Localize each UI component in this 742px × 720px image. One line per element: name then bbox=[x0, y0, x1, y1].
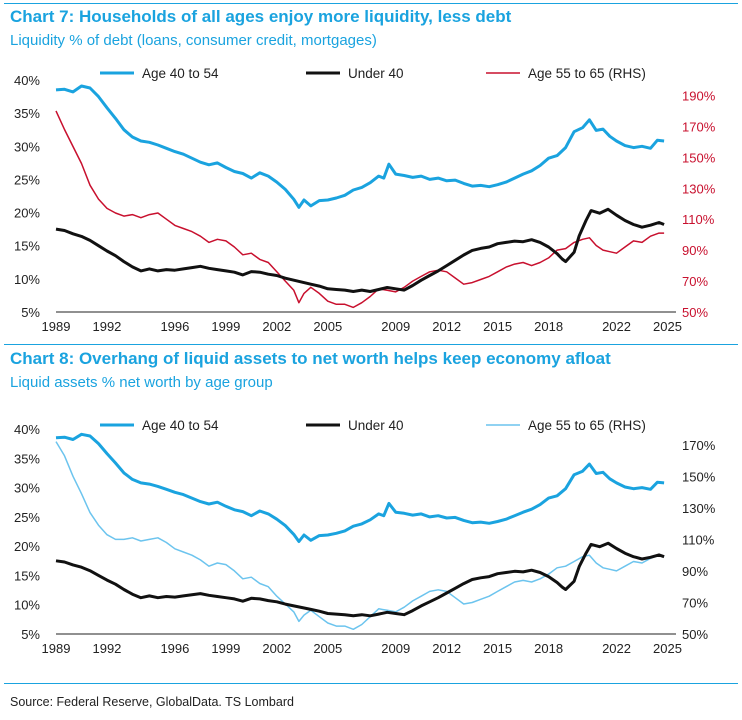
y-left-tick-label: 10% bbox=[14, 272, 40, 287]
y-right-tick-label: 90% bbox=[682, 564, 708, 579]
y-left-tick-label: 10% bbox=[14, 598, 40, 613]
y-right-tick-label: 170% bbox=[682, 119, 716, 134]
legend-label: Age 55 to 65 (RHS) bbox=[528, 66, 646, 81]
x-tick-label: 1999 bbox=[211, 319, 240, 334]
middle-rule bbox=[4, 344, 738, 345]
x-tick-label: 1992 bbox=[92, 641, 121, 656]
y-left-tick-label: 20% bbox=[14, 206, 40, 221]
top-rule bbox=[4, 3, 738, 4]
x-tick-label: 2009 bbox=[381, 641, 410, 656]
x-tick-label: 2015 bbox=[483, 641, 512, 656]
series-line-under-40 bbox=[55, 207, 665, 293]
y-left-tick-label: 5% bbox=[21, 305, 40, 320]
y-left-tick-label: 40% bbox=[14, 73, 40, 88]
x-tick-label: 2025 bbox=[653, 641, 682, 656]
y-right-tick-label: 70% bbox=[682, 595, 708, 610]
x-tick-label: 2002 bbox=[262, 319, 291, 334]
x-tick-label: 1996 bbox=[160, 319, 189, 334]
x-tick-label: 2015 bbox=[483, 319, 512, 334]
chart-8-plot: 40% 35% 30% 25% 20% 15% 10% 5% 170% 150% 130% 110% 9… bbox=[14, 418, 716, 656]
y-right-tick-label: 150% bbox=[682, 150, 716, 165]
y-left-tick-label: 30% bbox=[14, 139, 40, 154]
series-line-under-40 bbox=[55, 541, 665, 618]
x-tick-label: 2012 bbox=[432, 319, 461, 334]
chart-8-title: Chart 8: Overhang of liquid assets to ne… bbox=[10, 349, 611, 368]
legend-label: Under 40 bbox=[348, 66, 404, 81]
y-right-tick-label: 50% bbox=[682, 627, 708, 642]
y-right-tick-label: 50% bbox=[682, 305, 708, 320]
y-left-tick-label: 25% bbox=[14, 510, 40, 525]
chart-8-subtitle: Liquid assets % net worth by age group bbox=[10, 374, 273, 391]
y-right-tick-label: 150% bbox=[682, 469, 716, 484]
y-right-tick-label: 110% bbox=[682, 532, 715, 547]
x-tick-label: 2005 bbox=[313, 319, 342, 334]
y-right-tick-label: 130% bbox=[682, 181, 716, 196]
y-left-tick-label: 35% bbox=[14, 106, 40, 121]
y-right-tick-label: 170% bbox=[682, 438, 716, 453]
y-left-tick-label: 15% bbox=[14, 239, 40, 254]
source-note: Source: Federal Reserve, GlobalData. TS … bbox=[10, 695, 294, 709]
x-tick-label: 2022 bbox=[602, 319, 631, 334]
y-right-tick-label: 90% bbox=[682, 243, 708, 258]
x-tick-label: 1999 bbox=[211, 641, 240, 656]
y-right-tick-label: 110% bbox=[682, 212, 715, 227]
legend-label: Under 40 bbox=[348, 418, 404, 433]
legend-label: Age 40 to 54 bbox=[142, 66, 219, 81]
x-tick-label: 2012 bbox=[432, 641, 461, 656]
x-tick-label: 2022 bbox=[602, 641, 631, 656]
x-tick-label: 2002 bbox=[262, 641, 291, 656]
y-right-tick-label: 70% bbox=[682, 274, 708, 289]
x-tick-label: 2005 bbox=[313, 641, 342, 656]
series-line-age-40-54 bbox=[55, 432, 665, 543]
chart-7-subtitle: Liquidity % of debt (loans, consumer cre… bbox=[10, 32, 377, 49]
y-right-tick-label: 190% bbox=[682, 88, 716, 103]
x-tick-label: 1992 bbox=[92, 319, 121, 334]
y-left-tick-label: 35% bbox=[14, 451, 40, 466]
y-left-tick-label: 20% bbox=[14, 539, 40, 554]
x-tick-label: 1989 bbox=[42, 641, 71, 656]
x-tick-label: 1989 bbox=[42, 319, 71, 334]
y-left-tick-label: 40% bbox=[14, 422, 40, 437]
series-line-age-40-54 bbox=[55, 84, 665, 209]
x-tick-label: 2018 bbox=[534, 319, 563, 334]
y-left-tick-label: 5% bbox=[21, 627, 40, 642]
y-left-tick-label: 15% bbox=[14, 568, 40, 583]
series-line-age-55-65 bbox=[55, 441, 665, 631]
x-tick-label: 1996 bbox=[160, 641, 189, 656]
series-line-age-55-65 bbox=[55, 110, 665, 309]
x-tick-label: 2018 bbox=[534, 641, 563, 656]
legend-label: Age 40 to 54 bbox=[142, 418, 219, 433]
chart-7-title: Chart 7: Households of all ages enjoy mo… bbox=[10, 7, 512, 26]
y-right-tick-label: 130% bbox=[682, 501, 716, 516]
x-tick-label: 2025 bbox=[653, 319, 682, 334]
chart-7-plot: 40% 35% 30% 25% 20% 15% 10% 5% 190% 170% 150% 130% 1… bbox=[14, 66, 716, 334]
y-left-tick-label: 25% bbox=[14, 172, 40, 187]
y-left-tick-label: 30% bbox=[14, 481, 40, 496]
x-tick-label: 2009 bbox=[381, 319, 410, 334]
bottom-rule bbox=[4, 683, 738, 684]
legend-label: Age 55 to 65 (RHS) bbox=[528, 418, 646, 433]
